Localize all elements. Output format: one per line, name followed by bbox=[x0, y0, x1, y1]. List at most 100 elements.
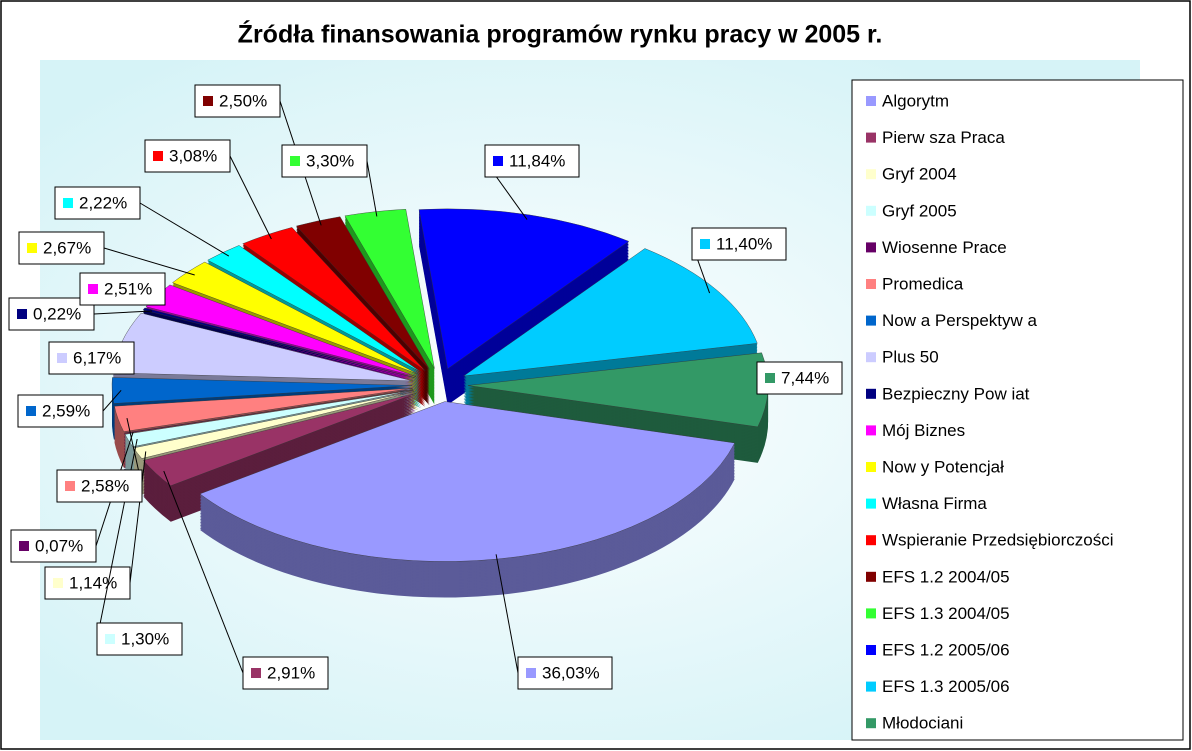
value-label: 2,67% bbox=[43, 238, 91, 257]
legend-swatch bbox=[866, 645, 876, 655]
legend-label: Algorytm bbox=[882, 91, 949, 110]
value-label: 2,22% bbox=[79, 193, 127, 212]
value-label: 2,59% bbox=[42, 401, 90, 420]
value-label: 3,30% bbox=[306, 151, 354, 170]
legend-swatch bbox=[866, 718, 876, 729]
legend-label: Wspieranie Przedsiębiorczości bbox=[882, 531, 1113, 550]
value-label: 1,30% bbox=[121, 629, 169, 648]
chart-title: Źródła finansowania programów rynku prac… bbox=[238, 20, 883, 49]
legend-swatch bbox=[866, 425, 876, 436]
label-swatch bbox=[57, 353, 67, 363]
leader-line bbox=[93, 310, 153, 315]
slice bbox=[344, 209, 435, 369]
value-label: 2,51% bbox=[104, 279, 152, 298]
legend-swatch bbox=[866, 681, 876, 692]
slice bbox=[199, 401, 736, 562]
value-label: 6,17% bbox=[73, 348, 121, 367]
legend-label: Gryf 2005 bbox=[882, 201, 957, 220]
slice bbox=[295, 216, 430, 370]
legend-label: Bezpieczny Pow iat bbox=[882, 384, 1030, 403]
legend-label: Promedica bbox=[882, 274, 964, 293]
label-swatch bbox=[493, 156, 503, 166]
value-label: 0,07% bbox=[35, 536, 83, 555]
legend-swatch bbox=[866, 462, 876, 472]
legend-swatch bbox=[866, 388, 876, 399]
legend-swatch bbox=[866, 96, 876, 106]
leader-line bbox=[366, 160, 378, 217]
legend-swatch bbox=[866, 315, 876, 326]
legend-swatch bbox=[866, 535, 876, 546]
legend-swatch bbox=[866, 608, 876, 619]
leader-line bbox=[495, 554, 519, 674]
value-label: 3,08% bbox=[169, 146, 217, 165]
value-label: 2,58% bbox=[81, 476, 129, 495]
legend-label: Mój Biznes bbox=[882, 421, 965, 440]
value-label: 2,50% bbox=[219, 91, 267, 110]
value-label: 36,03% bbox=[542, 663, 600, 682]
legend-swatch bbox=[866, 279, 876, 289]
slice-side-layer bbox=[143, 310, 415, 381]
leader-line bbox=[163, 470, 244, 674]
label-swatch bbox=[17, 309, 27, 319]
label-swatch bbox=[153, 151, 163, 161]
legend-label: Gryf 2004 bbox=[882, 165, 957, 184]
slice bbox=[463, 248, 758, 377]
label-swatch bbox=[26, 406, 36, 416]
legend-swatch bbox=[866, 498, 876, 509]
label-swatch bbox=[63, 198, 73, 208]
leader-line bbox=[103, 247, 195, 276]
legend-swatch bbox=[866, 205, 876, 216]
label-swatch bbox=[88, 284, 98, 294]
slice bbox=[242, 227, 426, 371]
value-label: 0,22% bbox=[33, 304, 81, 323]
legend-swatch bbox=[866, 132, 876, 143]
legend-label: EFS 1.3 2004/05 bbox=[882, 604, 1010, 623]
legend-label: Wiosenne Prace bbox=[882, 238, 1007, 257]
legend-swatch bbox=[866, 571, 876, 582]
label-swatch bbox=[65, 481, 75, 491]
slice-side-layer bbox=[114, 389, 413, 434]
slice bbox=[418, 208, 630, 370]
legend-label: Własna Firma bbox=[882, 494, 987, 513]
leader-line bbox=[229, 155, 272, 240]
label-box bbox=[281, 144, 368, 178]
slice bbox=[142, 393, 416, 486]
legend-swatch bbox=[866, 352, 876, 363]
legend-label: Plus 50 bbox=[882, 348, 939, 367]
label-swatch bbox=[203, 96, 213, 106]
label-swatch bbox=[19, 541, 29, 551]
legend-label: Now y Potencjał bbox=[882, 457, 1004, 476]
legend-label: Młodociani bbox=[882, 714, 963, 733]
legend-box bbox=[851, 79, 1184, 741]
leader-line bbox=[129, 451, 147, 584]
label-swatch bbox=[290, 156, 300, 166]
legend-label: Now a Perspektyw a bbox=[882, 311, 1037, 330]
leader-line bbox=[102, 390, 122, 412]
leader-line bbox=[139, 202, 230, 257]
slice bbox=[111, 377, 413, 404]
slice bbox=[123, 389, 414, 434]
legend-label: EFS 1.3 2005/06 bbox=[882, 677, 1010, 696]
value-label: 1,14% bbox=[69, 573, 117, 592]
label-swatch bbox=[105, 634, 115, 644]
label-swatch bbox=[27, 243, 37, 253]
value-label: 2,91% bbox=[267, 663, 315, 682]
slice bbox=[114, 388, 413, 432]
slice bbox=[124, 390, 414, 447]
label-swatch bbox=[526, 668, 536, 678]
legend-swatch bbox=[866, 242, 876, 253]
value-label: 7,44% bbox=[781, 368, 829, 387]
legend-swatch bbox=[866, 169, 876, 180]
label-swatch bbox=[251, 668, 261, 678]
legend-label: EFS 1.2 2005/06 bbox=[882, 640, 1010, 659]
label-swatch bbox=[700, 239, 710, 249]
legend-label: Pierw sza Praca bbox=[882, 128, 1005, 147]
slice bbox=[172, 261, 419, 375]
legend-label: EFS 1.2 2004/05 bbox=[882, 567, 1010, 586]
slice-side-layer bbox=[125, 391, 414, 449]
value-label: 11,84% bbox=[509, 151, 565, 170]
slice bbox=[142, 307, 415, 378]
value-label: 11,40% bbox=[716, 234, 772, 253]
label-swatch bbox=[765, 373, 775, 383]
